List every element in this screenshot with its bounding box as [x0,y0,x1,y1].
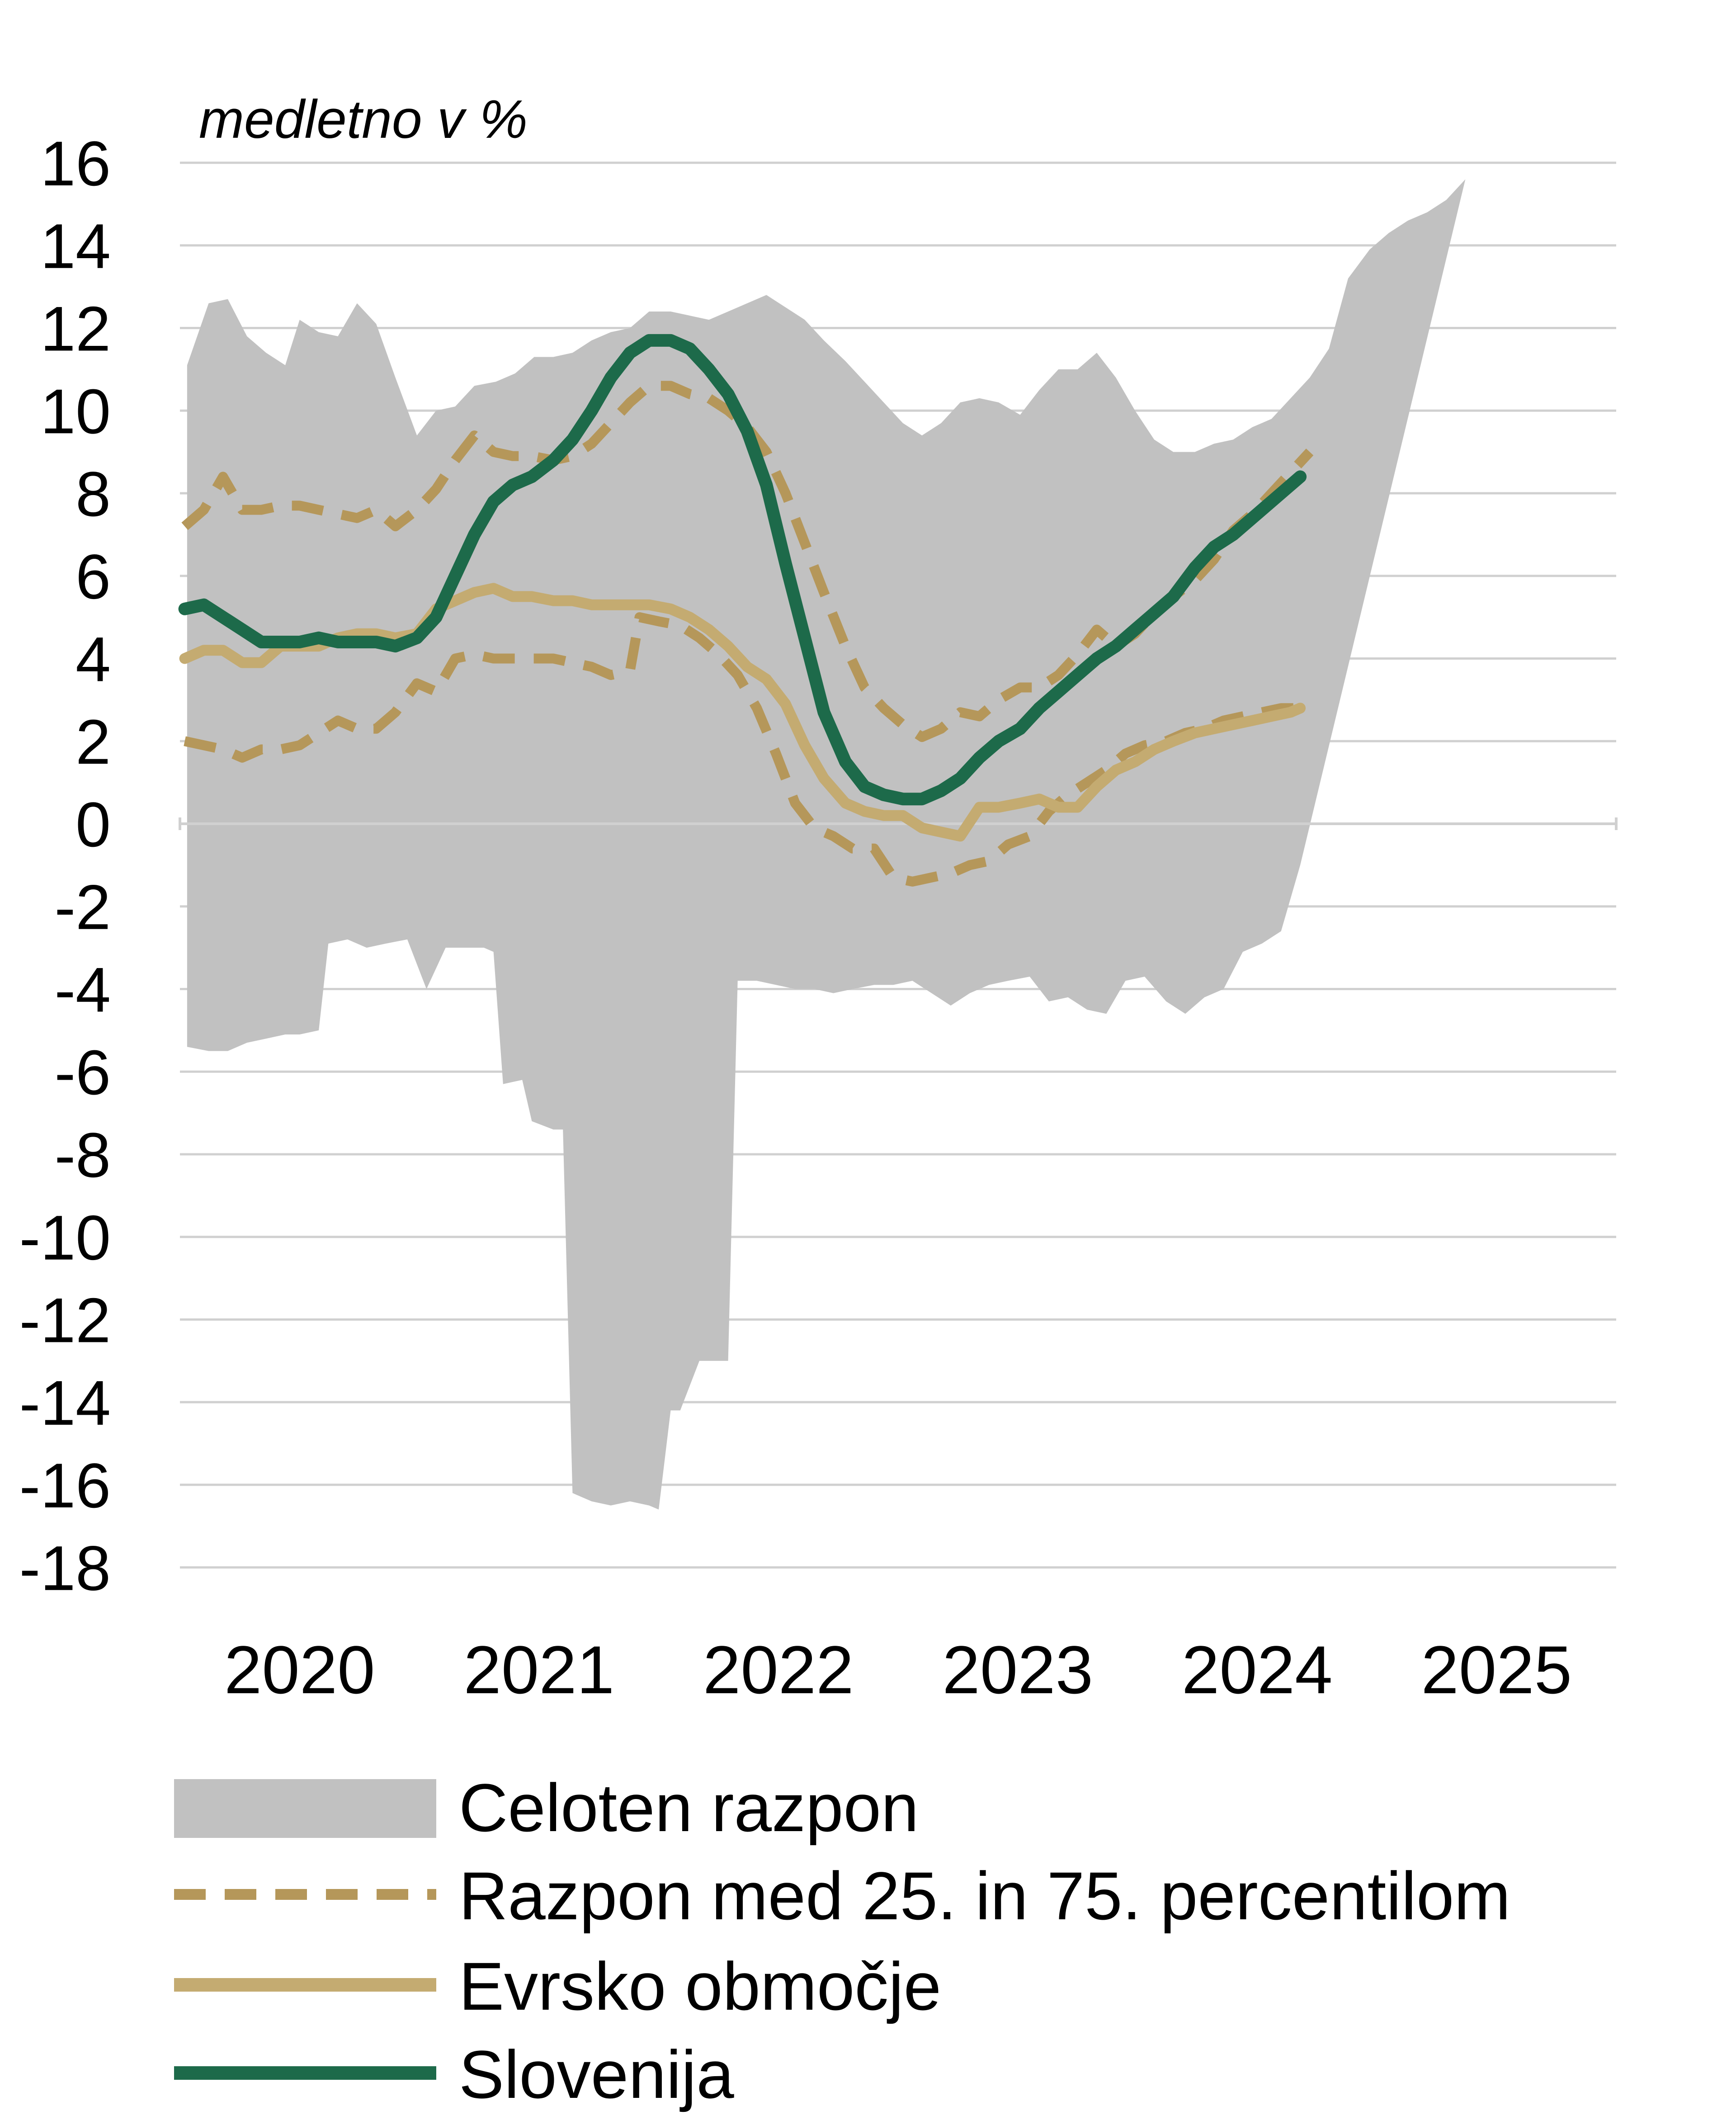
x-tick-label: 2020 [224,1632,375,1708]
y-tick-label: 16 [40,128,111,199]
x-tick-label: 2022 [703,1632,854,1708]
y-tick-label: 2 [75,706,111,777]
x-axis-ticks: 2020 2021 2022 2023 2024 2025 [224,1632,1572,1708]
y-tick-label: -4 [55,954,111,1025]
x-tick-label: 2021 [463,1632,614,1708]
slovenia-line [178,334,1307,806]
percentile-25-line [184,612,1301,887]
y-tick-label: 10 [40,376,111,447]
euro-area-line [179,583,1306,842]
legend-label-slovenia: Slovenija [459,2036,734,2112]
x-tick-label: 2024 [1182,1632,1333,1708]
x-tick-label: 2025 [1421,1632,1572,1708]
y-tick-label: 14 [40,211,111,282]
y-tick-label: 0 [75,789,111,860]
zero-axis [179,817,1618,830]
y-tick-label: 12 [40,293,111,364]
y-tick-label: 4 [75,624,111,695]
x-tick-label: 2023 [942,1632,1093,1708]
legend-label-percentile: Razpon med 25. in 75. percentilom [459,1858,1510,1934]
y-tick-label: -6 [55,1037,111,1108]
y-tick-label: 8 [75,458,111,529]
y-tick-label: -16 [19,1450,111,1521]
legend-swatch-range [174,1779,436,1838]
legend-label-range: Celoten razpon [459,1770,919,1846]
y-tick-label: -18 [19,1533,111,1604]
y-tick-label: -10 [19,1202,111,1273]
y-tick-label: -14 [19,1367,111,1438]
y-tick-label: -2 [55,872,111,943]
y-axis-ticks: 16 14 12 10 8 6 4 2 0 -2 -4 -6 -8 -10 -12 -14 -16 -18 [19,128,111,1604]
y-tick-label: 6 [75,541,111,612]
y-tick-label: -12 [19,1285,111,1356]
legend: Celoten razpon Razpon med 25. in 75. per… [174,1770,1510,2112]
y-axis-unit-label: medletno v % [199,89,528,150]
full-range-area [187,179,1466,1510]
y-tick-label: -8 [55,1119,111,1190]
legend-label-euro-area: Evrsko območje [459,1948,941,2024]
